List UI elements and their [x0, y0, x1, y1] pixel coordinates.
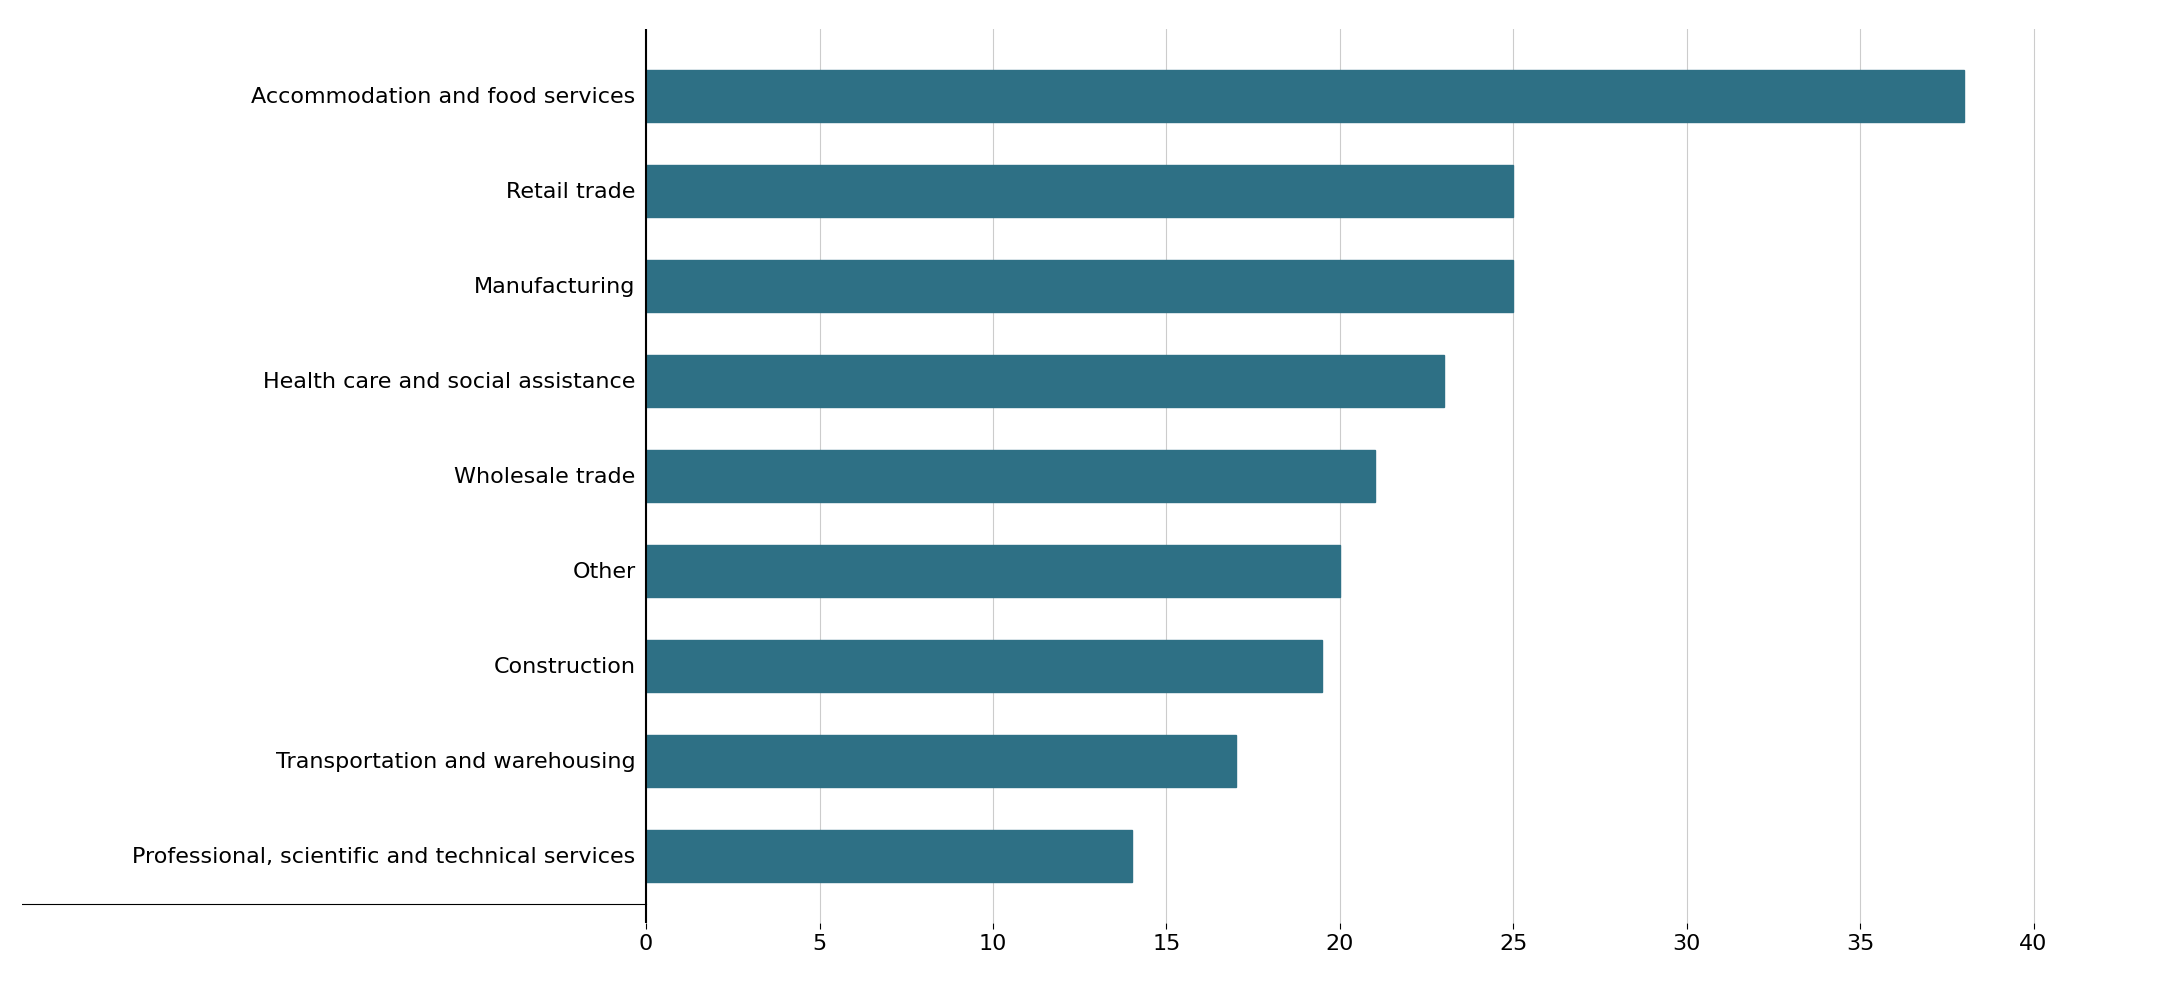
Text: Other: Other [572, 562, 635, 582]
Text: Professional, scientific and technical services: Professional, scientific and technical s… [132, 847, 635, 867]
Text: Wholesale trade: Wholesale trade [455, 466, 635, 486]
Bar [646, 70, 1964, 122]
Text: Transportation and warehousing: Transportation and warehousing [275, 751, 635, 771]
Text: Construction: Construction [494, 656, 635, 676]
Bar [646, 640, 1322, 692]
Text: Retail trade: Retail trade [507, 182, 635, 202]
Bar [646, 735, 1236, 787]
Bar [646, 165, 1513, 218]
Bar [646, 450, 1375, 503]
Bar [646, 355, 1444, 407]
Text: Manufacturing: Manufacturing [475, 277, 635, 297]
Bar [646, 546, 1340, 598]
Bar [646, 830, 1132, 883]
Text: Accommodation and food services: Accommodation and food services [251, 86, 635, 106]
Text: Health care and social assistance: Health care and social assistance [262, 371, 635, 391]
Bar [646, 261, 1513, 313]
